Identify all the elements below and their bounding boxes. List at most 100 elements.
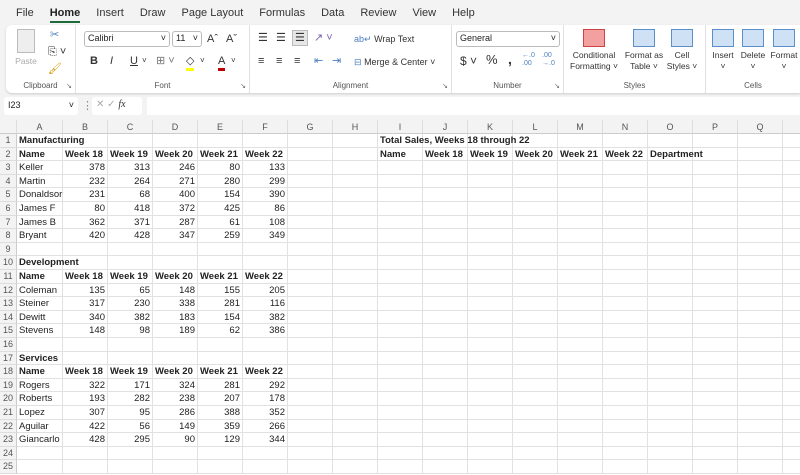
column-header-P[interactable]: P [693, 120, 738, 134]
cut-icon[interactable]: ✂ [50, 29, 60, 41]
cell-P10[interactable] [693, 256, 738, 270]
format-as-table-button[interactable]: Format as Table ˅ [624, 29, 664, 72]
cell-C3[interactable]: 313 [108, 161, 153, 175]
cell-F7[interactable]: 108 [243, 215, 288, 230]
cell-M11[interactable] [558, 270, 603, 284]
cell-L6[interactable] [513, 202, 558, 216]
cell-P12[interactable] [693, 283, 738, 298]
cell-D21[interactable]: 286 [153, 406, 198, 420]
cell-R25[interactable] [783, 460, 800, 474]
cell-M12[interactable] [558, 283, 603, 298]
format-button[interactable]: Format ˅ [768, 29, 800, 72]
column-header-A[interactable]: A [17, 120, 63, 134]
cell-G12[interactable] [288, 283, 333, 298]
cell-L10[interactable] [513, 256, 558, 270]
cell-R14[interactable] [783, 311, 800, 325]
cell-O11[interactable] [648, 270, 693, 284]
cell-K22[interactable] [468, 419, 513, 434]
cell-E13[interactable]: 281 [198, 297, 243, 311]
cell-M23[interactable] [558, 433, 603, 447]
cell-L12[interactable] [513, 283, 558, 298]
cell-J4[interactable] [423, 174, 468, 189]
cell-H5[interactable] [333, 188, 378, 202]
tab-home[interactable]: Home [42, 7, 89, 23]
cell-N18[interactable] [603, 365, 648, 379]
row-header[interactable]: 9 [0, 242, 17, 257]
row-header[interactable]: 20 [0, 392, 17, 406]
cell-F16[interactable] [243, 338, 288, 352]
cell-L23[interactable] [513, 433, 558, 447]
cell-G22[interactable] [288, 419, 333, 434]
cell-A6[interactable]: James F [17, 202, 63, 216]
wrap-text-button[interactable]: ab↵ Wrap Text [354, 34, 415, 44]
cell-R10[interactable] [783, 256, 800, 270]
cell-K11[interactable] [468, 270, 513, 284]
row-header[interactable]: 11 [0, 270, 17, 284]
cell-L16[interactable] [513, 338, 558, 352]
cell-G13[interactable] [288, 297, 333, 311]
cell-E15[interactable]: 62 [198, 324, 243, 338]
cell-B13[interactable]: 317 [63, 297, 108, 311]
cell-R6[interactable] [783, 202, 800, 216]
cell-C20[interactable]: 282 [108, 392, 153, 406]
cell-K5[interactable] [468, 188, 513, 202]
column-header-C[interactable]: C [108, 120, 153, 134]
cell-R2[interactable] [783, 148, 800, 162]
cell-D14[interactable]: 183 [153, 310, 198, 325]
cell-P14[interactable] [693, 310, 738, 325]
cell-M3[interactable] [558, 161, 603, 175]
cell-C6[interactable]: 418 [108, 202, 153, 216]
cell-K20[interactable] [468, 392, 513, 406]
cell-L2[interactable]: Week 20 [513, 147, 558, 162]
column-header-Q[interactable]: Q [738, 120, 783, 134]
cell-C13[interactable]: 230 [108, 297, 153, 311]
cell-M20[interactable] [558, 392, 603, 406]
cell-C11[interactable]: Week 19 [108, 270, 153, 284]
cell-B5[interactable]: 231 [63, 188, 108, 202]
tab-page-layout[interactable]: Page Layout [181, 6, 244, 19]
cell-F10[interactable] [243, 256, 288, 270]
cell-K6[interactable] [468, 202, 513, 216]
cell-B7[interactable]: 362 [63, 215, 108, 230]
column-header-R[interactable]: R [783, 120, 800, 134]
cell-L25[interactable] [513, 460, 558, 474]
cell-P4[interactable] [693, 174, 738, 189]
cell-A25[interactable] [17, 460, 63, 474]
cell-A21[interactable]: Lopez [17, 406, 63, 420]
cell-R11[interactable] [783, 270, 800, 284]
cell-J9[interactable] [423, 242, 468, 257]
cell-C19[interactable]: 171 [108, 378, 153, 393]
cell-D18[interactable]: Week 20 [153, 365, 198, 379]
cell-H6[interactable] [333, 202, 378, 216]
cell-L4[interactable] [513, 174, 558, 189]
tab-insert[interactable]: Insert [96, 6, 124, 19]
comma-button[interactable]: , [508, 51, 512, 67]
cell-N16[interactable] [603, 338, 648, 352]
cell-O6[interactable] [648, 202, 693, 216]
cell-C4[interactable]: 264 [108, 174, 153, 189]
cell-B17[interactable] [63, 351, 108, 366]
cell-J5[interactable] [423, 188, 468, 202]
cell-D15[interactable]: 189 [153, 324, 198, 338]
cell-I4[interactable] [378, 174, 423, 189]
column-header-G[interactable]: G [288, 120, 333, 134]
cell-F21[interactable]: 352 [243, 406, 288, 420]
cell-B19[interactable]: 322 [63, 378, 108, 393]
column-header-O[interactable]: O [648, 120, 693, 134]
cell-J17[interactable] [423, 351, 468, 366]
cell-N8[interactable] [603, 229, 648, 243]
row-header[interactable]: 21 [0, 406, 17, 420]
cell-Q12[interactable] [738, 283, 783, 298]
cell-N11[interactable] [603, 270, 648, 284]
cell-Q14[interactable] [738, 310, 783, 325]
tab-review[interactable]: Review [360, 6, 397, 19]
number-format-select[interactable]: General ˅ [456, 31, 560, 47]
align-center-icon[interactable]: ≡ [276, 55, 283, 67]
cell-O1[interactable] [648, 134, 693, 148]
cell-M17[interactable] [558, 351, 603, 366]
cell-R1[interactable] [783, 134, 800, 148]
cell-G6[interactable] [288, 202, 333, 216]
cell-A5[interactable]: Donaldsor [17, 188, 63, 202]
align-top-icon[interactable]: ☰ [258, 32, 268, 44]
cell-H12[interactable] [333, 283, 378, 298]
